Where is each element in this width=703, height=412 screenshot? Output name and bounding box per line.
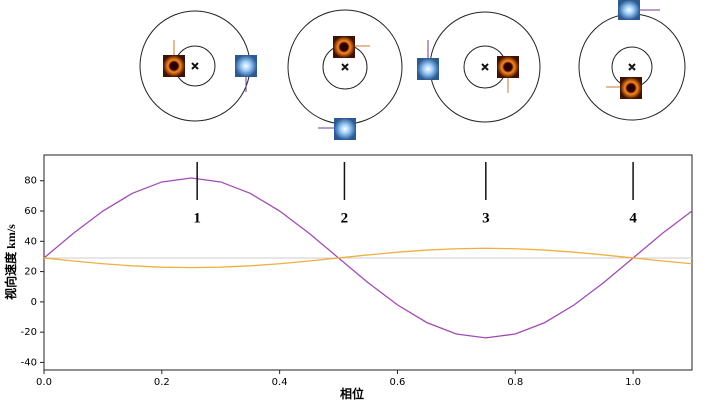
- x-axis-label: 相位: [340, 386, 364, 401]
- series-line: [43, 247, 693, 269]
- orbit-diagram: [139, 9, 686, 125]
- y-tick-label: 80: [24, 176, 37, 187]
- x-tick-label: 0.2: [154, 377, 170, 388]
- x-tick-label: 0.8: [507, 377, 523, 388]
- phase-label: 4: [629, 210, 637, 226]
- objects: [163, 0, 660, 140]
- x-tick-label: 0.0: [36, 377, 52, 388]
- y-tick-label: 0: [31, 297, 37, 308]
- y-tick-label: 20: [24, 267, 37, 278]
- plot: -40 -20 0 20 40 60 80 0.0 0.2 0.4 0.6 0.8 1.0 1 2 3 4: [21, 162, 693, 388]
- phase-label: 3: [482, 210, 490, 226]
- y-tick-label: -40: [21, 357, 37, 368]
- series-line: [43, 177, 693, 339]
- y-tick-label: 60: [24, 206, 37, 217]
- x-tick-label: 1.0: [625, 377, 641, 388]
- y-tick-label: 40: [24, 236, 37, 247]
- y-axis-label: 视向速度 km/s: [3, 224, 18, 300]
- phase-label: 1: [193, 210, 201, 226]
- x-tick-label: 0.6: [390, 377, 406, 388]
- plot-frame: [43, 154, 693, 371]
- y-tick-label: -20: [21, 327, 37, 338]
- x-tick-label: 0.4: [272, 377, 288, 388]
- phase-label: 2: [341, 210, 349, 226]
